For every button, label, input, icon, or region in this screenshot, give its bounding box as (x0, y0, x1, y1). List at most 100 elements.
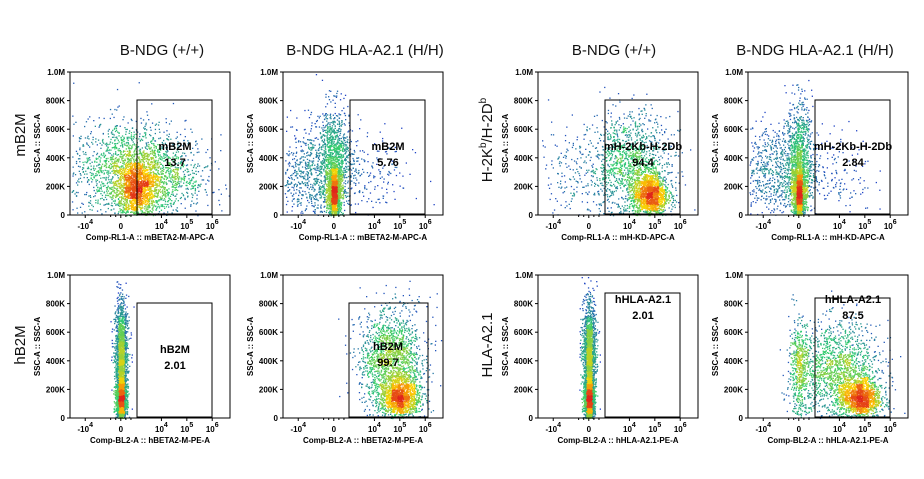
data-point (116, 154, 118, 156)
data-point (134, 176, 136, 178)
data-point (182, 195, 185, 197)
data-point (341, 178, 343, 181)
data-point (147, 195, 149, 198)
data-point (161, 176, 163, 178)
data-point (119, 153, 122, 155)
data-point (197, 163, 199, 165)
data-point (134, 184, 136, 186)
data-point (321, 127, 323, 129)
data-point (177, 151, 180, 153)
data-point (134, 205, 137, 208)
data-point (123, 116, 125, 118)
data-point (154, 163, 156, 166)
data-point (82, 145, 84, 147)
data-point (138, 200, 140, 202)
data-point (110, 187, 112, 189)
data-point (165, 196, 167, 198)
data-point (142, 157, 145, 159)
data-point (166, 203, 168, 206)
data-point (115, 129, 118, 132)
data-point (144, 125, 146, 128)
data-point (120, 212, 122, 214)
data-point (164, 193, 167, 195)
data-point (128, 170, 131, 172)
data-point (89, 146, 91, 148)
data-point (154, 153, 156, 155)
data-point (330, 199, 332, 201)
data-point (125, 131, 127, 133)
data-point (163, 177, 165, 180)
data-point (339, 184, 341, 186)
data-point (120, 139, 123, 141)
data-point (146, 194, 148, 197)
data-point (332, 179, 334, 181)
data-point (81, 212, 83, 214)
data-point (174, 195, 176, 197)
data-point (149, 163, 152, 166)
data-point (203, 167, 206, 169)
data-point (104, 143, 106, 145)
data-point (77, 191, 79, 194)
data-point (113, 169, 115, 172)
data-point (138, 159, 141, 161)
data-point (327, 166, 329, 168)
data-point (163, 181, 166, 183)
data-point (137, 188, 139, 190)
data-point (115, 173, 118, 175)
data-point (147, 208, 149, 210)
data-point (157, 162, 159, 165)
data-point (130, 170, 132, 172)
data-point (131, 174, 133, 177)
data-point (330, 209, 332, 211)
data-point (181, 185, 183, 187)
data-point (94, 168, 97, 170)
data-point (119, 192, 121, 194)
data-point (166, 189, 168, 192)
data-point (92, 173, 94, 175)
data-point (124, 203, 126, 205)
data-point (168, 199, 170, 202)
gate-name: mB2M (158, 141, 191, 153)
data-point (157, 178, 159, 180)
data-point (122, 184, 124, 186)
data-point (192, 177, 195, 179)
data-point (111, 147, 113, 149)
data-point (154, 167, 156, 169)
data-point (133, 190, 136, 192)
data-point (183, 175, 185, 177)
data-point (147, 174, 150, 176)
data-point (334, 189, 336, 191)
data-point (184, 207, 186, 209)
data-point (166, 193, 169, 195)
data-point (121, 210, 124, 212)
data-point (140, 168, 143, 170)
data-point (347, 169, 350, 171)
x-tick-label: 104 (155, 219, 168, 231)
data-point (116, 170, 118, 172)
data-point (137, 191, 139, 193)
data-point (93, 169, 95, 171)
data-point (327, 141, 329, 143)
data-point (124, 199, 126, 201)
data-point (338, 178, 340, 180)
data-point (140, 200, 142, 202)
data-point (156, 179, 158, 181)
data-point (338, 203, 340, 205)
data-point (77, 153, 79, 155)
data-point (176, 193, 178, 195)
data-point (328, 211, 330, 214)
data-point (144, 128, 146, 130)
data-point (121, 145, 124, 147)
data-point (98, 126, 100, 128)
data-point (114, 143, 116, 145)
data-point (344, 114, 347, 117)
data-point (130, 158, 132, 160)
data-point (149, 164, 151, 166)
data-point (192, 172, 194, 174)
data-point (171, 176, 173, 179)
data-point (118, 105, 120, 107)
data-point (95, 141, 97, 143)
data-point (177, 189, 179, 192)
data-point (183, 177, 186, 180)
data-point (153, 178, 155, 181)
